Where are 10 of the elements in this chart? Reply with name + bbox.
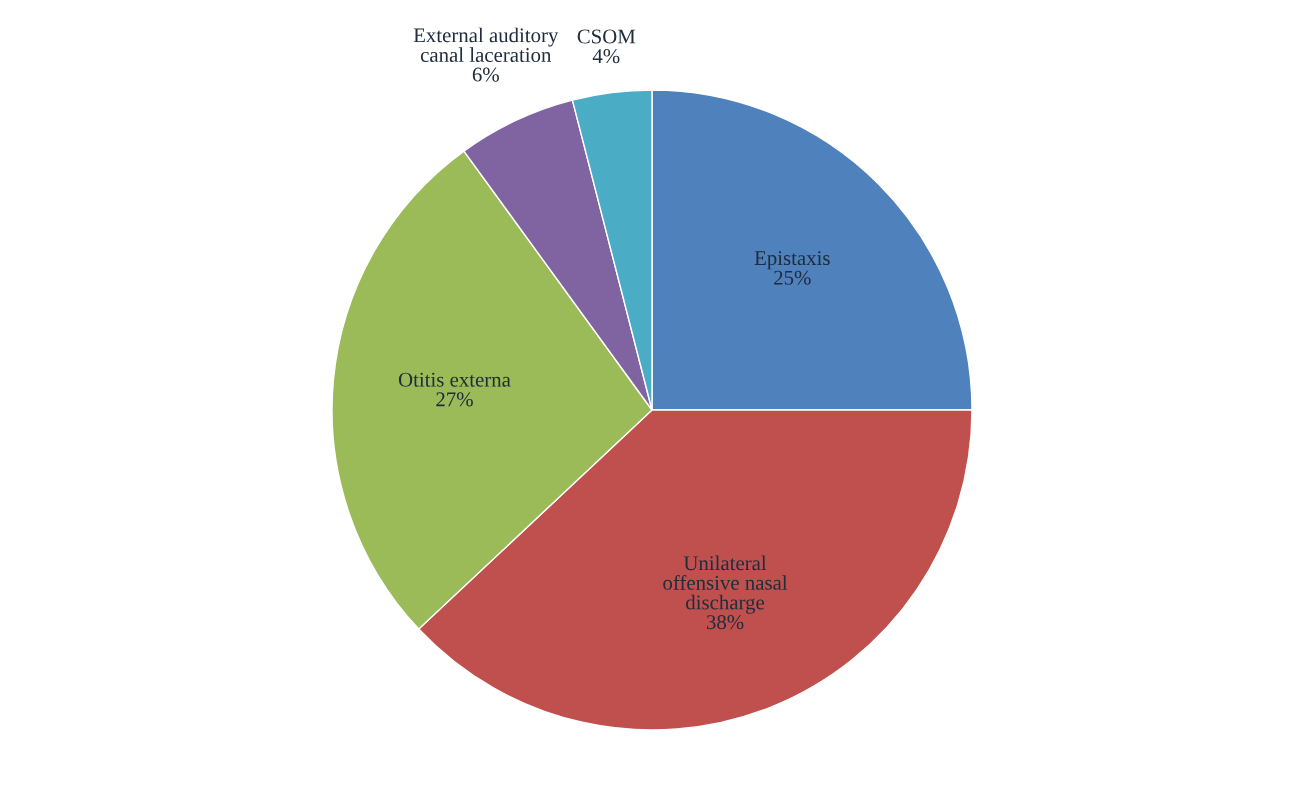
slice-label: CSOM [577,29,636,44]
slice-label: Epistaxis [754,251,830,270]
slice-label: External auditory canal laceration [413,27,559,62]
data-label: 6% [472,67,499,82]
data-label: 4% [592,49,620,64]
data-label: 38% [706,615,744,630]
data-label: 25% [774,270,811,285]
slice-label: Otitis externa [398,372,511,387]
slice-label: Unilateral offensive nasal discharge [663,555,788,614]
data-label: 27% [436,392,473,407]
